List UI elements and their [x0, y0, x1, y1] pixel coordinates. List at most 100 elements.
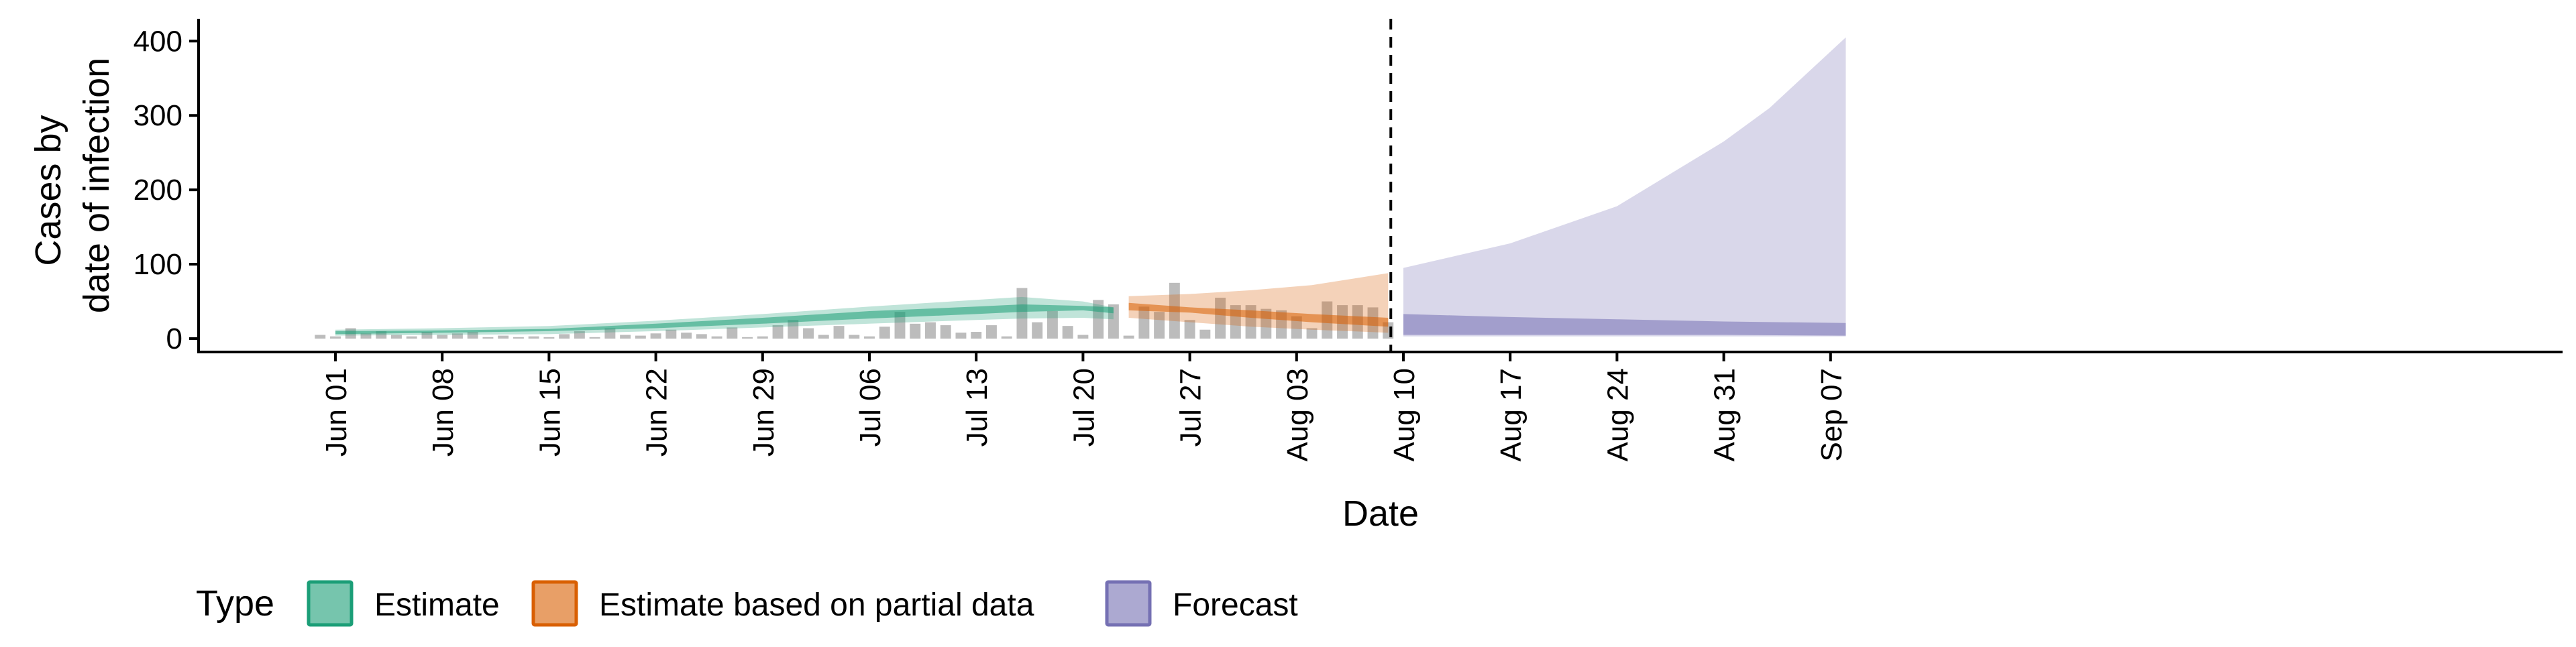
case-bar — [1016, 288, 1028, 339]
x-tick-label: Aug 17 — [1495, 368, 1527, 461]
case-bar — [1199, 329, 1211, 339]
case-bar — [894, 312, 906, 339]
case-bar — [864, 336, 875, 339]
case-bar — [513, 337, 524, 339]
case-bar — [1077, 335, 1089, 339]
case-bar — [635, 335, 646, 339]
case-bar — [681, 333, 692, 339]
x-tick-label: Jun 08 — [427, 368, 460, 457]
x-tick-label: Jun 22 — [641, 368, 674, 457]
case-bar — [925, 322, 936, 339]
case-bar — [620, 335, 631, 339]
case-bar — [543, 337, 555, 339]
legend-swatch-forecast — [1105, 580, 1152, 627]
case-bar — [711, 336, 722, 339]
forecast-inner-band — [1403, 314, 1846, 336]
case-bar — [315, 335, 326, 339]
legend-swatch-estimate — [307, 580, 354, 627]
case-bar — [1184, 320, 1195, 339]
case-bar — [604, 328, 616, 339]
x-tick-label: Aug 10 — [1388, 368, 1421, 461]
x-tick-label: Aug 24 — [1601, 368, 1634, 461]
case-bar — [330, 336, 341, 339]
case-bar — [482, 337, 494, 339]
case-bar — [437, 335, 448, 339]
axes-layer — [197, 19, 2563, 353]
case-bar — [955, 333, 967, 339]
case-bar — [574, 331, 585, 339]
case-bar — [879, 327, 890, 339]
x-tick-label: Aug 03 — [1281, 368, 1314, 461]
case-bar — [391, 335, 402, 339]
case-bar — [1046, 310, 1058, 339]
case-bar — [833, 326, 845, 339]
case-bar — [696, 334, 707, 339]
y-tick-label: 100 — [133, 248, 182, 281]
x-tick-label: Jun 01 — [320, 368, 353, 457]
y-tick-label: 300 — [133, 99, 182, 132]
y-axis-title-line-1: Cases by — [28, 115, 68, 266]
x-tick-label: Jun 29 — [747, 368, 780, 457]
x-tick-label: Jun 15 — [533, 368, 566, 457]
estimate-inner-band — [335, 304, 1114, 335]
case-bar — [559, 334, 570, 339]
case-bar — [1215, 298, 1226, 339]
case-bar — [650, 333, 661, 339]
case-bar — [788, 320, 799, 339]
case-bar — [940, 325, 951, 339]
y-axis-title-line-2: date of infection — [76, 58, 117, 313]
case-bar — [665, 329, 677, 339]
x-tick-label: Jul 06 — [854, 368, 887, 447]
x-axis-title: Date — [1342, 493, 1419, 534]
case-bar — [1123, 335, 1134, 339]
forecast-outer-band — [1403, 37, 1846, 337]
case-bar — [757, 336, 768, 339]
case-bar — [406, 336, 417, 339]
case-bar — [1138, 306, 1150, 339]
legend-label-forecast: Forecast — [1173, 587, 1298, 623]
legend-swatch-estimate-based-on-partial-data — [531, 580, 578, 627]
case-bar — [727, 327, 738, 339]
y-ticks-layer: 0 100 200 300 400 — [133, 25, 199, 355]
x-tick-label: Jul 27 — [1175, 368, 1208, 447]
case-bar — [1001, 336, 1012, 339]
x-tick-label: Aug 31 — [1709, 368, 1741, 461]
y-tick-label: 400 — [133, 25, 182, 58]
y-axis-title: Cases by date of infection — [28, 58, 117, 313]
x-ticks-layer: Jun 01 Jun 08 Jun 15 Jun 22 Jun 29 Jul 06 Jul … — [320, 352, 1848, 461]
case-bar — [421, 332, 433, 339]
case-bar — [818, 335, 829, 339]
case-bar — [1062, 326, 1073, 339]
case-bar — [498, 335, 509, 339]
x-tick-label: Jul 20 — [1067, 368, 1100, 447]
case-bar — [528, 336, 539, 339]
case-bar — [803, 328, 814, 339]
legend: Type Estimate Estimate based on partial d… — [196, 580, 1298, 627]
estimate-based-on-partial-data-inner-band — [1128, 302, 1389, 327]
bands-layer — [335, 37, 1846, 337]
y-tick-label: 0 — [166, 322, 182, 355]
case-bar — [910, 323, 921, 339]
x-tick-label: Sep 07 — [1815, 368, 1848, 461]
case-bar — [772, 325, 784, 339]
case-bar — [1306, 328, 1318, 339]
case-bar — [1291, 316, 1302, 339]
case-bar — [467, 332, 478, 339]
case-bar — [985, 325, 997, 339]
x-tick-label: Jul 13 — [961, 368, 994, 447]
legend-label-estimate: Estimate — [374, 587, 500, 623]
case-bar — [971, 332, 982, 339]
case-bar — [451, 333, 463, 339]
estimate-outer-band — [335, 296, 1114, 336]
case-bar — [376, 331, 387, 339]
case-bar — [1032, 322, 1043, 339]
case-bar — [360, 333, 372, 339]
case-bar — [849, 335, 860, 339]
case-bar — [589, 337, 600, 339]
case-bar — [742, 337, 753, 339]
y-tick-label: 200 — [133, 174, 182, 207]
legend-label-estimate-based-on-partial-data: Estimate based on partial data — [599, 587, 1034, 623]
legend-title: Type — [196, 583, 274, 624]
